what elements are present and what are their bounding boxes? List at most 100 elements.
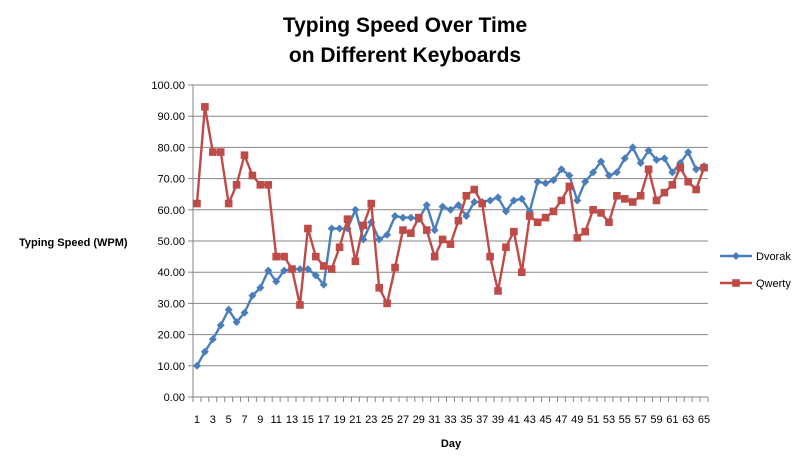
- y-tick-label: 40.00: [157, 267, 185, 279]
- data-point-qwerty: [549, 207, 558, 216]
- x-tick-label: 45: [539, 414, 551, 426]
- data-point-dvorak: [192, 361, 201, 370]
- gridlines: [193, 84, 708, 367]
- data-point-qwerty: [668, 181, 677, 189]
- data-point-qwerty: [502, 243, 510, 252]
- x-tick-label: 53: [603, 414, 615, 426]
- data-point-qwerty: [462, 191, 471, 200]
- data-point-dvorak: [486, 196, 495, 205]
- data-point-qwerty: [327, 265, 336, 273]
- x-tick-label: 17: [318, 414, 330, 426]
- data-point-dvorak: [319, 280, 328, 289]
- data-point-dvorak: [517, 194, 526, 203]
- data-point-dvorak: [692, 165, 701, 174]
- data-point-dvorak: [391, 212, 400, 221]
- data-point-dvorak: [280, 266, 289, 275]
- data-point-dvorak: [668, 168, 677, 177]
- data-point-dvorak: [501, 207, 510, 216]
- data-point-dvorak: [628, 143, 637, 152]
- data-point-qwerty: [478, 199, 486, 208]
- data-point-qwerty: [589, 206, 597, 214]
- data-point-dvorak: [398, 213, 407, 222]
- data-point-qwerty: [494, 287, 502, 295]
- x-tick-label: 59: [650, 414, 662, 426]
- data-point-qwerty: [343, 215, 352, 223]
- data-point-qwerty: [628, 198, 637, 206]
- data-point-qwerty: [193, 199, 201, 208]
- x-tick-label: 5: [226, 414, 232, 426]
- chart-title-line-1: Typing Speed Over Time: [283, 14, 527, 37]
- x-tick-label: 13: [286, 414, 298, 426]
- data-point-dvorak: [446, 205, 455, 214]
- data-point-qwerty: [209, 148, 217, 156]
- data-point-qwerty: [605, 218, 613, 227]
- x-tick-label: 41: [508, 414, 520, 426]
- x-tick-label: 15: [302, 414, 314, 426]
- x-tick-label: 29: [413, 414, 425, 426]
- data-point-qwerty: [644, 165, 653, 174]
- axes: 0.00 10.00 20.00 30.00 40.00 50.00 60.00 70.00 8…: [151, 80, 710, 426]
- data-point-dvorak: [644, 146, 653, 155]
- x-tick-label: 55: [619, 414, 631, 426]
- data-point-qwerty: [304, 224, 312, 233]
- x-tick-label: 19: [333, 414, 345, 426]
- chart-title-line-2: on Different Keyboards: [289, 44, 521, 67]
- data-point-qwerty: [565, 182, 574, 191]
- data-point-dvorak: [264, 266, 273, 275]
- x-tick-label: 31: [429, 414, 441, 426]
- x-tick-label: 61: [666, 414, 678, 426]
- series-qwerty: [193, 103, 708, 309]
- x-tick-label: 43: [524, 414, 536, 426]
- data-point-qwerty: [391, 263, 399, 272]
- data-point-qwerty: [288, 265, 296, 273]
- data-point-qwerty: [486, 252, 494, 261]
- data-point-qwerty: [399, 226, 407, 234]
- data-point-dvorak: [541, 179, 550, 188]
- data-point-dvorak: [422, 201, 431, 210]
- legend-entry-dvorak: Dvorak: [720, 251, 791, 263]
- x-tick-label: 35: [460, 414, 472, 426]
- data-point-dvorak: [383, 230, 392, 239]
- data-point-qwerty: [296, 301, 304, 309]
- x-tick-label: 9: [257, 414, 263, 426]
- data-point-qwerty: [264, 181, 273, 189]
- data-point-qwerty: [248, 171, 257, 180]
- data-point-qwerty: [700, 163, 708, 172]
- data-point-qwerty: [216, 148, 225, 156]
- data-point-dvorak: [232, 318, 241, 327]
- data-point-dvorak: [311, 271, 320, 280]
- x-tick-label: 49: [571, 414, 583, 426]
- y-tick-label: 20.00: [157, 330, 185, 342]
- data-point-qwerty: [201, 103, 209, 111]
- data-point-dvorak: [406, 213, 415, 222]
- x-tick-label: 37: [476, 414, 488, 426]
- y-tick-label: 30.00: [157, 298, 185, 310]
- data-point-dvorak: [430, 226, 439, 235]
- data-point-qwerty: [636, 191, 645, 200]
- data-point-qwerty: [415, 213, 423, 222]
- x-tick-label: 23: [365, 414, 377, 426]
- data-point-dvorak: [604, 171, 613, 180]
- data-point-dvorak: [636, 159, 645, 167]
- x-tick-label: 21: [349, 414, 361, 426]
- data-point-qwerty: [454, 216, 463, 225]
- series-lines: [192, 103, 709, 370]
- data-point-qwerty: [272, 252, 280, 261]
- data-point-qwerty: [319, 262, 328, 270]
- data-point-dvorak: [240, 308, 249, 317]
- x-tick-label: 1: [194, 414, 200, 426]
- data-point-qwerty: [581, 227, 589, 236]
- data-point-dvorak: [351, 205, 360, 214]
- data-point-qwerty: [407, 229, 415, 237]
- x-tick-label: 65: [698, 414, 710, 426]
- data-point-qwerty: [518, 268, 526, 276]
- x-axis-title: Day: [441, 438, 462, 450]
- data-point-qwerty: [430, 252, 439, 261]
- x-tick-label: 63: [682, 414, 694, 426]
- data-point-qwerty: [367, 199, 376, 208]
- data-point-dvorak: [335, 224, 344, 233]
- data-point-dvorak: [565, 171, 574, 180]
- data-point-dvorak: [549, 176, 558, 185]
- x-tick-label: 33: [444, 414, 456, 426]
